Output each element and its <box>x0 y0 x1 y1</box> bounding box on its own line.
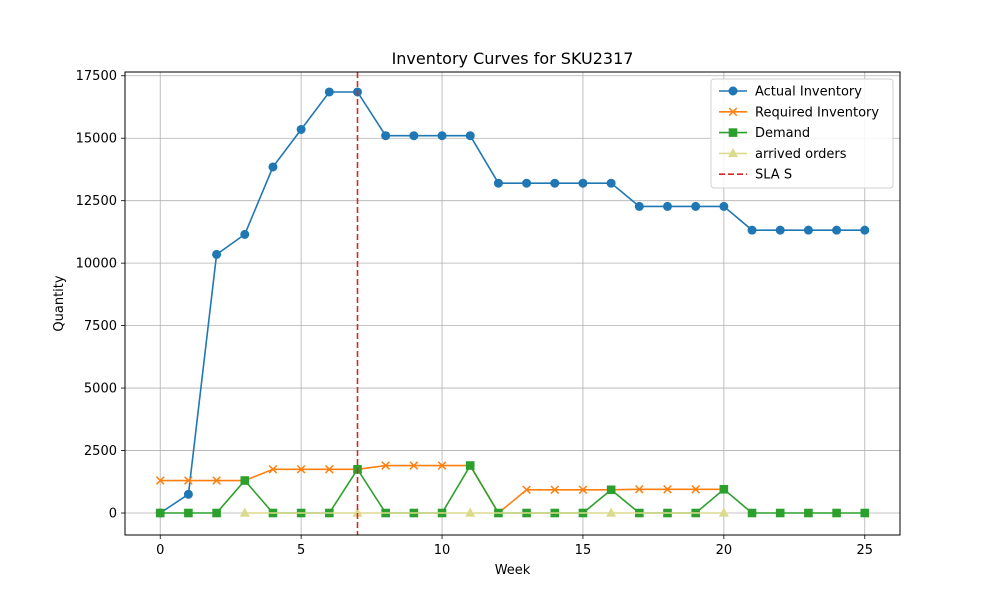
data-point <box>409 131 419 141</box>
data-point <box>606 178 616 188</box>
data-point <box>691 484 701 494</box>
data-point <box>719 201 729 211</box>
y-tick-label: 15000 <box>76 132 117 147</box>
data-point <box>860 508 870 518</box>
x-tick-label: 0 <box>156 543 164 558</box>
data-point <box>409 461 419 470</box>
data-point <box>775 225 785 235</box>
legend-box <box>710 78 894 189</box>
data-point <box>212 249 222 259</box>
legend-entry: arrived orders <box>719 147 847 162</box>
data-point <box>634 484 644 494</box>
legend-entry: Demand <box>719 126 810 141</box>
data-point <box>324 87 334 97</box>
data-point <box>718 507 729 517</box>
plot-area <box>155 72 870 535</box>
data-point <box>324 464 334 474</box>
data-point <box>212 476 221 485</box>
legend-label: Actual Inventory <box>755 85 862 100</box>
y-tick-label: 17500 <box>76 69 117 84</box>
legend-label: arrived orders <box>755 147 847 162</box>
data-point <box>296 464 306 474</box>
data-point <box>465 507 476 517</box>
data-point <box>493 178 503 188</box>
data-point <box>606 507 617 517</box>
x-tick-label: 5 <box>297 543 305 558</box>
data-point <box>522 178 532 188</box>
data-point <box>719 484 729 494</box>
data-point <box>663 484 672 494</box>
data-point <box>437 461 447 470</box>
y-tick-label: 7500 <box>84 319 117 334</box>
data-point <box>803 225 813 235</box>
data-point <box>296 124 306 134</box>
y-axis-label: Quantity <box>52 275 67 331</box>
series-arrived-orders <box>239 507 729 517</box>
data-point <box>663 201 672 211</box>
data-point <box>240 229 250 239</box>
data-point <box>550 485 560 495</box>
data-point <box>804 508 813 518</box>
x-tick-label: 25 <box>856 543 873 558</box>
data-point <box>832 225 842 235</box>
data-point <box>268 162 278 172</box>
data-point <box>465 131 475 141</box>
plot-frame <box>124 71 901 536</box>
data-point <box>155 476 165 485</box>
y-tick-label: 5000 <box>84 382 117 397</box>
legend-marker <box>728 107 738 117</box>
data-point <box>184 476 193 485</box>
y-tick-label: 0 <box>109 507 117 522</box>
legend-entry: SLA S <box>719 168 792 183</box>
data-point <box>155 508 165 518</box>
data-point <box>860 225 870 235</box>
series-actual-inventory <box>155 87 870 518</box>
legend-marker <box>728 128 738 137</box>
data-point <box>747 225 757 235</box>
data-point <box>239 507 250 517</box>
data-point <box>268 464 278 474</box>
data-point <box>691 201 701 211</box>
data-point <box>381 131 391 141</box>
y-tick-label: 12500 <box>76 194 117 209</box>
x-tick-label: 10 <box>434 543 451 558</box>
data-point <box>550 178 560 188</box>
x-axis-label: Week <box>495 563 531 578</box>
data-point <box>522 485 531 495</box>
series-line <box>159 91 865 514</box>
data-point <box>212 508 221 518</box>
data-point <box>381 461 391 470</box>
data-point <box>578 485 588 495</box>
data-point <box>183 489 193 499</box>
x-tick-label: 20 <box>716 543 733 558</box>
data-point <box>832 508 841 518</box>
legend-label: SLA S <box>755 168 792 183</box>
legend-label: Demand <box>755 126 810 141</box>
data-point <box>578 178 588 188</box>
grid <box>125 72 900 535</box>
data-point <box>747 508 757 518</box>
data-point <box>634 201 644 211</box>
y-tick-label: 10000 <box>76 257 117 272</box>
legend: Actual Inventory Required Inventory Demand… <box>710 78 894 189</box>
axis-ticks: 0 5 10 15 20 25 0 2500 5000 7500 10000 12500 15000 17… <box>76 69 873 558</box>
data-point <box>437 131 447 141</box>
legend-entry: Actual Inventory <box>719 85 862 100</box>
legend-marker <box>727 147 739 158</box>
y-tick-label: 2500 <box>84 444 117 459</box>
legend-label: Required Inventory <box>755 105 879 120</box>
data-point <box>240 476 250 485</box>
legend-marker <box>728 86 738 96</box>
legend-entry: Required Inventory <box>719 105 879 120</box>
data-point <box>606 485 616 495</box>
data-point <box>465 461 475 470</box>
chart-title: Inventory Curves for SKU2317 <box>392 49 634 68</box>
data-point <box>775 508 785 518</box>
data-point <box>184 508 193 518</box>
x-tick-label: 15 <box>575 543 592 558</box>
